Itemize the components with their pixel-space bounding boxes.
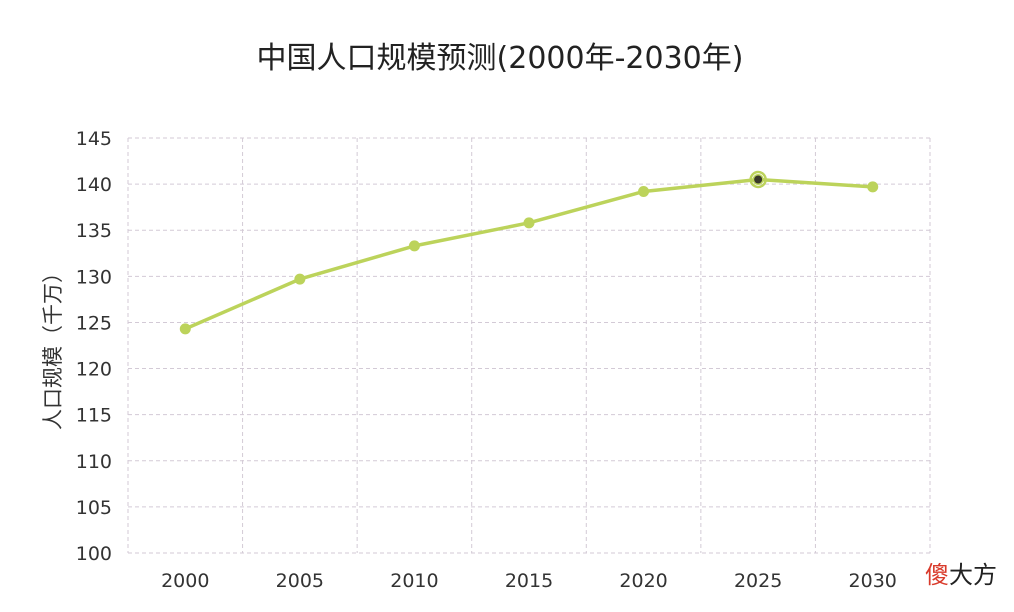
y-axis-label: 人口规模（千万） (41, 262, 65, 430)
watermark-part2: 大方 (949, 561, 997, 589)
x-tick-label: 2020 (619, 570, 667, 592)
y-tick-label: 110 (76, 451, 112, 473)
y-tick-label: 130 (76, 266, 112, 288)
x-tick-label: 2010 (390, 570, 438, 592)
series-line-group (179, 170, 879, 335)
y-tick-label: 120 (76, 359, 112, 381)
data-point (294, 273, 306, 285)
y-tick-label: 145 (76, 128, 112, 150)
x-tick-label: 2000 (161, 570, 209, 592)
highlighted-point (754, 175, 763, 184)
series-line (183, 177, 875, 331)
y-tick-label: 105 (76, 497, 112, 519)
grid-lines (127, 137, 931, 554)
x-tick-label: 2025 (734, 570, 782, 592)
x-tick-label: 2005 (276, 570, 324, 592)
highlighted-point-ring (749, 170, 767, 189)
y-tick-label: 115 (76, 405, 112, 427)
data-point (523, 217, 535, 229)
data-point (179, 323, 191, 335)
chart-title: 中国人口规模预测(2000年-2030年) (257, 41, 744, 76)
data-point (867, 181, 879, 193)
y-tick-label: 140 (76, 174, 112, 196)
y-tick-label: 100 (76, 543, 112, 565)
x-tick-label: 2030 (849, 570, 897, 592)
data-point (638, 185, 650, 197)
y-tick-label: 125 (76, 312, 112, 334)
y-tick-label: 135 (76, 220, 112, 242)
tick-labels: 100 105 110 115 120 125 130 135 140 145 2000 2005 20… (76, 128, 897, 592)
x-tick-label: 2015 (505, 570, 553, 592)
watermark-part1: 傻 (925, 561, 949, 589)
watermark: 傻大方 (925, 561, 997, 589)
data-point (408, 240, 420, 252)
